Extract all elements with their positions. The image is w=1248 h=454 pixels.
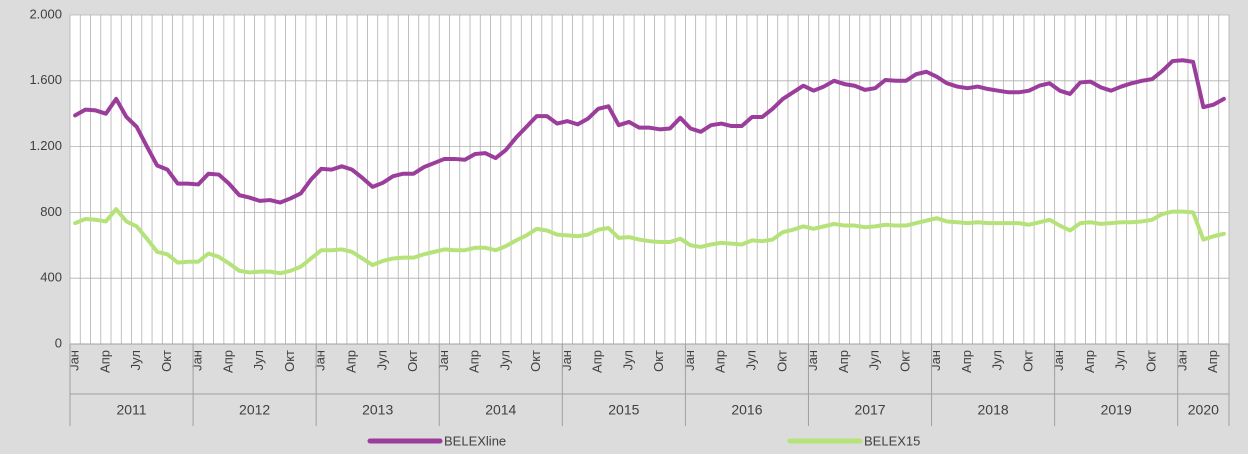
x-tick-label: Јан bbox=[682, 350, 697, 371]
x-tick-label: Окт bbox=[774, 350, 789, 372]
x-tick-label: Јан bbox=[559, 350, 574, 371]
x-tick-label: Окт bbox=[528, 350, 543, 372]
x-tick-label: Јан bbox=[1174, 350, 1189, 371]
x-tick-label: Окт bbox=[159, 350, 174, 372]
x-tick-label: Јул bbox=[744, 350, 759, 370]
x-tick-label: Јан bbox=[313, 350, 328, 371]
x-tick-label: Апр bbox=[590, 350, 605, 373]
x-group-label: 2011 bbox=[116, 402, 146, 418]
x-tick-label: Окт bbox=[1144, 350, 1159, 372]
x-tick-label: Јул bbox=[374, 350, 389, 370]
x-tick-label: Јан bbox=[928, 350, 943, 371]
y-tick-label: 800 bbox=[40, 204, 62, 219]
y-tick-label: 0 bbox=[55, 335, 62, 350]
x-group-label: 2018 bbox=[978, 402, 1009, 418]
x-tick-label: Јул bbox=[128, 350, 143, 370]
plot-area bbox=[70, 15, 1229, 344]
x-tick-label: Јул bbox=[620, 350, 635, 370]
x-group-label: 2012 bbox=[239, 402, 270, 418]
x-group-label: 2014 bbox=[485, 402, 516, 418]
x-tick-label: Окт bbox=[282, 350, 297, 372]
legend-label: BELEXline bbox=[444, 433, 506, 448]
x-tick-label: Јул bbox=[990, 350, 1005, 370]
x-tick-label: Окт bbox=[1020, 350, 1035, 372]
x-group-label: 2016 bbox=[731, 402, 762, 418]
x-group-label: 2013 bbox=[362, 402, 393, 418]
series-line bbox=[73, 58, 1226, 205]
y-tick-label: 2.000 bbox=[29, 6, 62, 21]
x-tick-label: Апр bbox=[467, 350, 482, 373]
x-tick-label: Апр bbox=[220, 350, 235, 373]
x-tick-label: Јул bbox=[251, 350, 266, 370]
x-tick-label: Јул bbox=[1113, 350, 1128, 370]
y-tick-label: 400 bbox=[40, 270, 62, 285]
x-group-label: 2015 bbox=[608, 402, 639, 418]
x-tick-label: Апр bbox=[343, 350, 358, 373]
x-tick-label: Апр bbox=[1205, 350, 1220, 373]
y-tick-label: 1.200 bbox=[29, 138, 62, 153]
legend-label: BELEX15 bbox=[864, 433, 920, 448]
x-tick-label: Јан bbox=[805, 350, 820, 371]
x-tick-label: Апр bbox=[836, 350, 851, 373]
x-tick-label: Јан bbox=[1051, 350, 1066, 371]
x-tick-label: Јул bbox=[867, 350, 882, 370]
x-tick-label: Окт bbox=[897, 350, 912, 372]
series-line bbox=[73, 207, 1226, 276]
x-tick-label: Јан bbox=[67, 350, 82, 371]
x-tick-label: Јул bbox=[497, 350, 512, 370]
x-group-label: 2017 bbox=[854, 402, 885, 418]
y-tick-label: 1.600 bbox=[29, 72, 62, 87]
x-tick-label: Јан bbox=[436, 350, 451, 371]
x-group-label: 2019 bbox=[1101, 402, 1132, 418]
x-tick-label: Апр bbox=[713, 350, 728, 373]
x-tick-label: Окт bbox=[405, 350, 420, 372]
x-tick-label: Апр bbox=[959, 350, 974, 373]
x-tick-label: Окт bbox=[651, 350, 666, 372]
x-tick-label: Апр bbox=[97, 350, 112, 373]
x-group-label: 2020 bbox=[1188, 402, 1219, 418]
x-tick-label: Јан bbox=[190, 350, 205, 371]
x-tick-label: Апр bbox=[1082, 350, 1097, 373]
